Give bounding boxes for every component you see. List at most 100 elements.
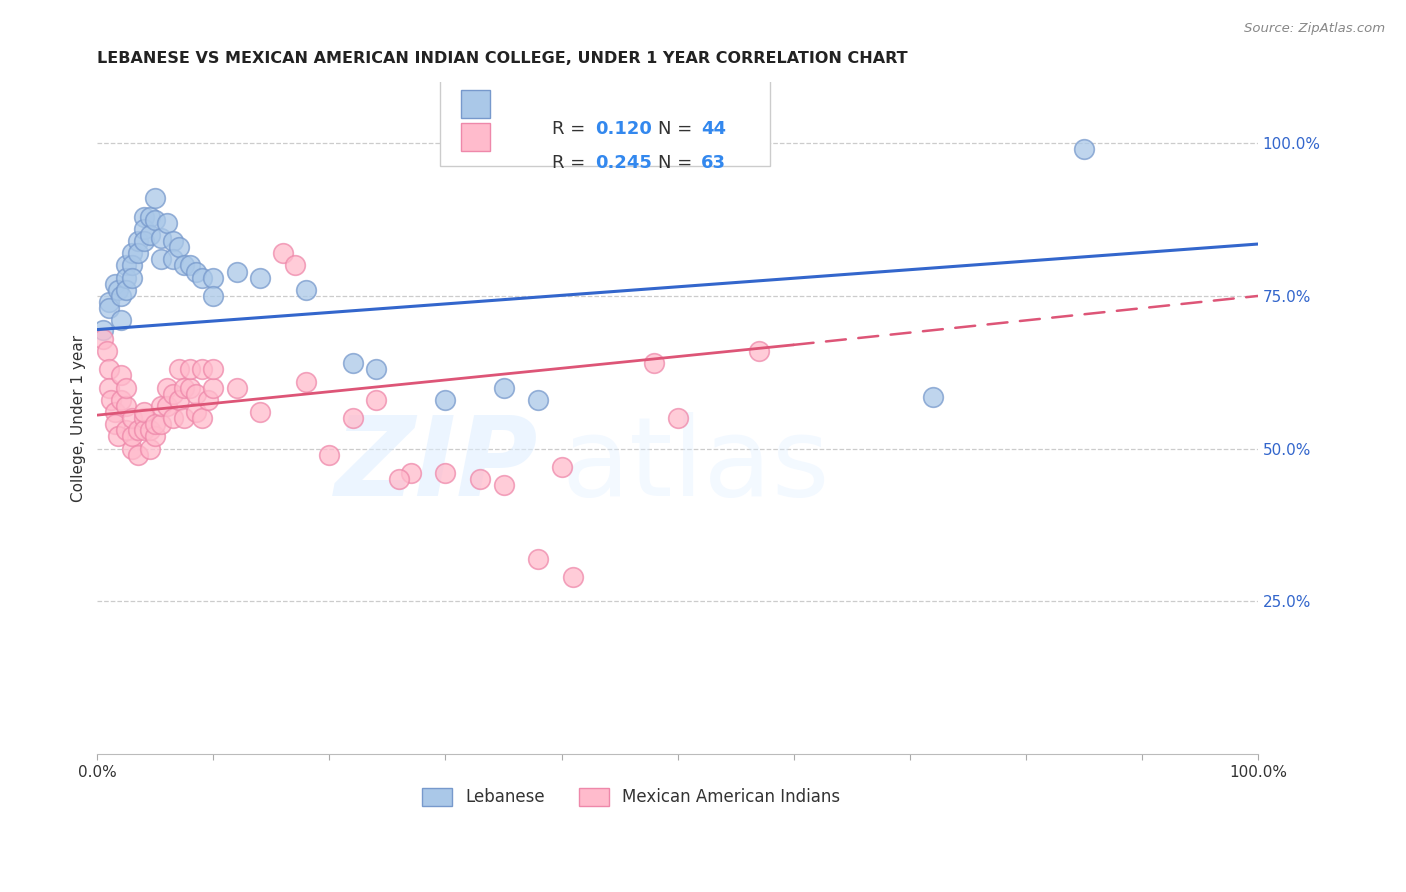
Point: [138, 442, 160, 456]
Point: [132, 423, 155, 437]
Point: [434, 466, 457, 480]
Text: R =: R =: [551, 120, 591, 138]
Point: [191, 411, 214, 425]
Point: [225, 264, 247, 278]
Point: [527, 551, 550, 566]
Point: [100, 392, 122, 407]
Point: [162, 386, 184, 401]
Point: [97, 362, 120, 376]
Point: [97, 301, 120, 316]
Point: [150, 231, 173, 245]
Point: [121, 270, 143, 285]
Text: R =: R =: [551, 154, 591, 172]
Text: 63: 63: [702, 154, 725, 172]
Point: [202, 270, 225, 285]
Point: [492, 381, 515, 395]
Point: [167, 240, 190, 254]
FancyBboxPatch shape: [440, 76, 770, 166]
Point: [104, 417, 127, 432]
Point: [110, 289, 132, 303]
Point: [150, 417, 173, 432]
Point: [145, 417, 167, 432]
Point: [132, 405, 155, 419]
Point: [184, 405, 207, 419]
Point: [121, 259, 143, 273]
Text: 0.120: 0.120: [595, 120, 652, 138]
Point: [399, 466, 422, 480]
Point: [127, 246, 149, 260]
Point: [162, 411, 184, 425]
Point: [173, 411, 195, 425]
Point: [364, 362, 387, 376]
Point: [342, 411, 364, 425]
Point: [132, 411, 155, 425]
Point: [562, 570, 585, 584]
Point: [202, 289, 225, 303]
Point: [132, 234, 155, 248]
Point: [115, 381, 138, 395]
Text: 44: 44: [702, 120, 725, 138]
Point: [115, 423, 138, 437]
Point: [145, 212, 167, 227]
Point: [364, 392, 387, 407]
Point: [318, 448, 340, 462]
FancyBboxPatch shape: [461, 89, 489, 118]
Point: [167, 362, 190, 376]
Point: [342, 356, 364, 370]
Point: [184, 264, 207, 278]
Text: N =: N =: [658, 120, 699, 138]
Point: [179, 381, 201, 395]
Point: [167, 392, 190, 407]
Point: [179, 362, 201, 376]
Point: [249, 270, 271, 285]
Point: [97, 295, 120, 310]
Point: [115, 399, 138, 413]
Point: [271, 246, 294, 260]
Text: Source: ZipAtlas.com: Source: ZipAtlas.com: [1244, 22, 1385, 36]
Point: [150, 399, 173, 413]
Point: [156, 399, 179, 413]
Point: [121, 411, 143, 425]
Point: [179, 259, 201, 273]
Point: [162, 252, 184, 267]
Point: [138, 227, 160, 242]
Point: [492, 478, 515, 492]
Point: [295, 375, 318, 389]
Point: [127, 423, 149, 437]
Point: [145, 429, 167, 443]
Point: [115, 259, 138, 273]
Point: [249, 405, 271, 419]
Point: [666, 411, 689, 425]
Point: [132, 210, 155, 224]
Point: [96, 343, 118, 358]
Point: [107, 283, 129, 297]
Point: [748, 343, 770, 358]
Point: [91, 322, 114, 336]
Point: [121, 429, 143, 443]
Point: [643, 356, 665, 370]
Point: [184, 386, 207, 401]
Point: [470, 472, 492, 486]
Point: [191, 362, 214, 376]
Point: [202, 381, 225, 395]
FancyBboxPatch shape: [461, 123, 489, 152]
Point: [127, 448, 149, 462]
Point: [284, 259, 307, 273]
Point: [295, 283, 318, 297]
Point: [145, 191, 167, 205]
Text: 0.245: 0.245: [595, 154, 652, 172]
Point: [191, 270, 214, 285]
Legend: Lebanese, Mexican American Indians: Lebanese, Mexican American Indians: [416, 781, 846, 814]
Point: [110, 313, 132, 327]
Point: [127, 234, 149, 248]
Point: [138, 423, 160, 437]
Point: [173, 259, 195, 273]
Point: [121, 442, 143, 456]
Text: LEBANESE VS MEXICAN AMERICAN INDIAN COLLEGE, UNDER 1 YEAR CORRELATION CHART: LEBANESE VS MEXICAN AMERICAN INDIAN COLL…: [97, 51, 908, 66]
Point: [138, 210, 160, 224]
Point: [527, 392, 550, 407]
Point: [110, 392, 132, 407]
Point: [150, 252, 173, 267]
Point: [97, 381, 120, 395]
Point: [121, 246, 143, 260]
